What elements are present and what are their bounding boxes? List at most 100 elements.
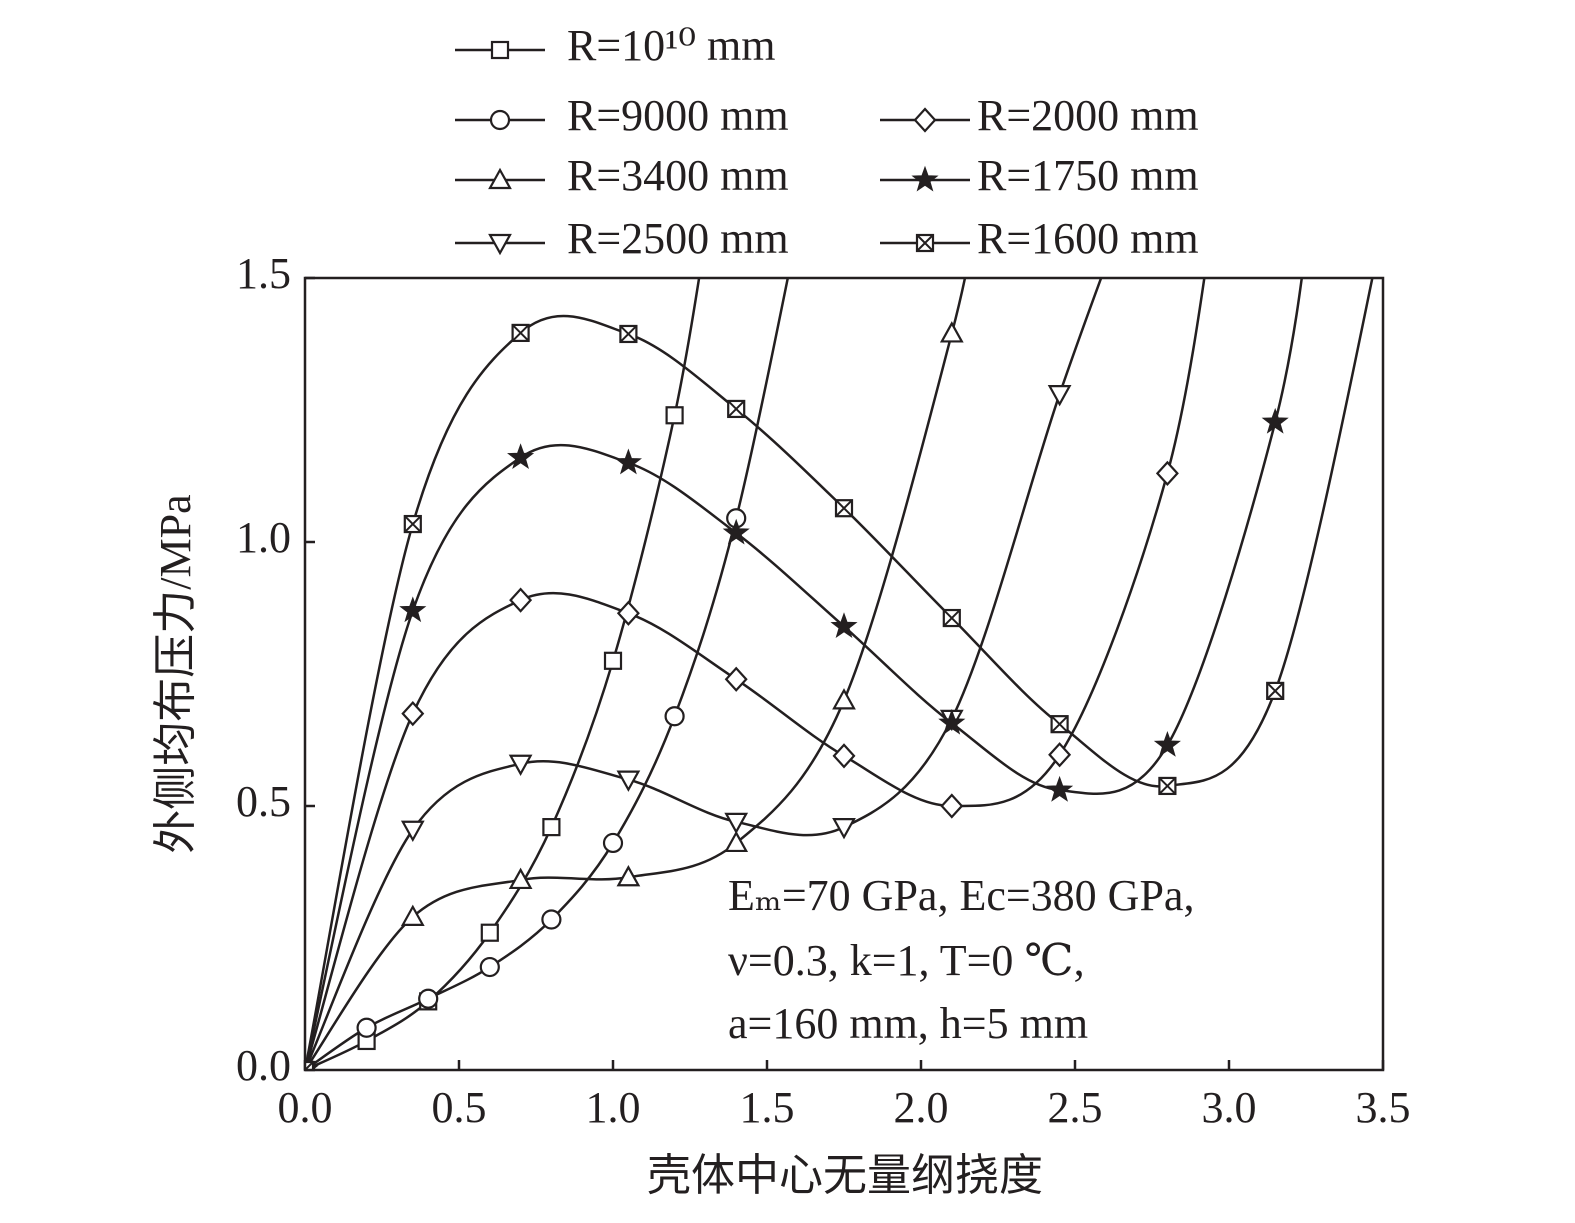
plot-frame	[303, 276, 1385, 1072]
legend-marker	[913, 107, 937, 133]
x-tick-label: 0.5	[432, 1083, 487, 1132]
marker	[1048, 742, 1072, 768]
marker	[1305, 161, 1326, 181]
marker	[480, 923, 499, 942]
legend-marker	[490, 40, 510, 60]
marker	[603, 651, 623, 670]
marker	[1153, 731, 1181, 757]
marker	[356, 1017, 377, 1038]
marker	[665, 406, 684, 425]
marker	[832, 688, 856, 710]
legend-label: R=9000 mm	[567, 91, 789, 140]
legend-label: R=2000 mm	[977, 91, 1199, 140]
legend-label: R=1750 mm	[977, 151, 1199, 200]
marker-cross	[1158, 777, 1177, 795]
marker-cross	[511, 324, 530, 342]
legend-marker	[489, 109, 511, 131]
y-tick-label: 1.5	[236, 249, 291, 298]
x-tick-label: 2.0	[894, 1083, 949, 1132]
marker	[616, 600, 640, 626]
x-axis-label: 壳体中心无量纲挠度	[647, 1151, 1043, 1200]
marker	[616, 865, 641, 887]
y-tick-label: 0.0	[236, 1041, 291, 1090]
marker	[1155, 460, 1179, 486]
y-tick-label: 0.5	[236, 777, 291, 826]
marker	[940, 793, 964, 819]
marker-cross	[943, 609, 961, 627]
marker-cross	[305, 1061, 314, 1070]
marker	[616, 770, 641, 792]
marker	[403, 514, 422, 534]
x-tick-label: 0.0	[278, 1083, 333, 1132]
marker	[305, 1060, 315, 1070]
marker-cross	[404, 515, 422, 533]
legend-marker	[488, 233, 512, 256]
x-tick-label: 1.5	[740, 1083, 795, 1132]
annotation: ν=0.3, k=1, T=0 ℃,	[728, 936, 1085, 985]
marker	[795, 190, 813, 208]
marker-box	[1381, 191, 1397, 207]
marker	[722, 518, 750, 545]
marker	[1047, 385, 1072, 407]
marker	[1158, 776, 1177, 796]
legend-marker	[915, 233, 935, 253]
series-line	[305, 278, 1206, 1070]
marker	[541, 909, 562, 930]
marker	[401, 700, 425, 727]
marker	[418, 988, 439, 1009]
marker	[1046, 775, 1074, 802]
marker	[399, 596, 427, 623]
marker	[834, 499, 854, 518]
marker	[619, 324, 638, 344]
marker	[479, 956, 500, 978]
marker-cross	[1050, 715, 1069, 733]
marker	[1261, 407, 1289, 434]
marker	[1266, 681, 1285, 700]
marker-cross	[1381, 191, 1397, 207]
marker-cross	[1266, 682, 1284, 700]
marker	[832, 818, 856, 840]
x-tick-label: 2.5	[1048, 1083, 1103, 1132]
marker-cross	[916, 234, 934, 252]
marker	[614, 448, 642, 475]
marker-cross	[727, 400, 745, 418]
legend-marker	[488, 167, 512, 190]
legend-label: R=3400 mm	[567, 151, 789, 200]
series-line	[305, 278, 701, 1070]
x-tick-label: 3.0	[1202, 1083, 1257, 1132]
marker	[400, 820, 425, 843]
marker	[507, 443, 535, 470]
plot-area	[305, 161, 1397, 1070]
legend-label: R=2500 mm	[567, 214, 789, 263]
marker	[602, 832, 624, 854]
marker	[938, 708, 966, 735]
annotation: Eₘ=70 GPa, Ec=380 GPa,	[728, 871, 1194, 920]
marker	[542, 818, 561, 837]
marker	[832, 743, 856, 769]
x-tick-label: 3.5	[1356, 1083, 1411, 1132]
marker-cross	[619, 325, 638, 343]
marker	[942, 608, 961, 628]
marker	[939, 321, 964, 343]
marker-cross	[835, 499, 853, 517]
marker	[511, 323, 530, 343]
marker	[664, 706, 685, 727]
y-tick-label: 1.0	[236, 513, 291, 562]
marker	[1381, 191, 1397, 207]
marker	[1210, 161, 1230, 183]
legend-label: R=10¹⁰ mm	[567, 21, 775, 70]
marker	[508, 867, 533, 890]
annotation: a=160 mm, h=5 mm	[728, 999, 1088, 1048]
x-tick-label: 1.0	[586, 1083, 641, 1132]
marker	[724, 830, 749, 853]
marker	[724, 812, 749, 835]
marker	[1050, 715, 1069, 734]
marker	[508, 754, 533, 777]
series-line	[305, 278, 790, 1070]
series-line	[305, 278, 1103, 1070]
marker	[509, 587, 533, 613]
marker	[830, 612, 858, 639]
marker	[911, 165, 939, 192]
legend-label: R=1600 mm	[977, 214, 1199, 263]
